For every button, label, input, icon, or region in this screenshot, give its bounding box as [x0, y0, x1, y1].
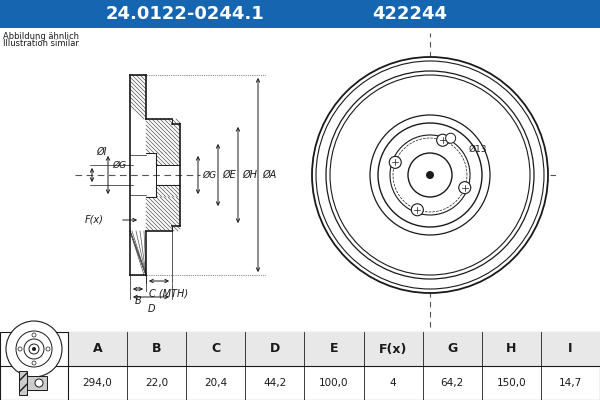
Circle shape: [412, 204, 424, 216]
Circle shape: [18, 347, 22, 351]
Text: 44,2: 44,2: [263, 378, 287, 388]
Circle shape: [32, 333, 36, 337]
Text: 294,0: 294,0: [83, 378, 112, 388]
Circle shape: [378, 123, 482, 227]
Text: ØH: ØH: [242, 170, 257, 180]
Bar: [80, 33, 400, 327]
Circle shape: [446, 133, 455, 143]
Text: B: B: [134, 296, 142, 306]
Text: D: D: [147, 304, 155, 314]
Text: 422244: 422244: [373, 5, 448, 23]
Circle shape: [46, 347, 50, 351]
Circle shape: [408, 153, 452, 197]
Text: ØA: ØA: [262, 170, 276, 180]
Text: H: H: [506, 342, 517, 356]
Text: D: D: [270, 342, 280, 356]
Circle shape: [24, 339, 44, 359]
Circle shape: [459, 182, 471, 194]
Text: ØG: ØG: [112, 161, 126, 170]
Text: Abbildung ähnlich: Abbildung ähnlich: [3, 32, 79, 41]
Text: ØI: ØI: [96, 147, 107, 157]
Circle shape: [316, 61, 544, 289]
Circle shape: [312, 57, 548, 293]
Circle shape: [32, 361, 36, 365]
Text: F(x): F(x): [379, 342, 407, 356]
Text: 4: 4: [390, 378, 397, 388]
Text: A: A: [93, 342, 103, 356]
Bar: [19, 371, 27, 395]
Circle shape: [437, 134, 449, 146]
Circle shape: [390, 135, 470, 215]
Text: 20,4: 20,4: [204, 378, 227, 388]
Circle shape: [6, 321, 62, 377]
Text: 150,0: 150,0: [497, 378, 526, 388]
Circle shape: [370, 115, 490, 235]
Circle shape: [326, 71, 534, 279]
Text: Illustration similar: Illustration similar: [3, 39, 79, 48]
Text: B: B: [152, 342, 161, 356]
Circle shape: [29, 344, 39, 354]
Text: ØE: ØE: [222, 170, 236, 180]
Text: 22,0: 22,0: [145, 378, 168, 388]
Circle shape: [426, 171, 434, 179]
Text: 24.0122-0244.1: 24.0122-0244.1: [106, 5, 265, 23]
Text: G: G: [447, 342, 457, 356]
Circle shape: [35, 379, 43, 387]
Text: C (MTH): C (MTH): [149, 288, 188, 298]
Text: C: C: [211, 342, 220, 356]
Circle shape: [16, 331, 52, 367]
Text: 64,2: 64,2: [440, 378, 464, 388]
Bar: [0, 0, 600, 28]
Bar: [68, 332, 600, 366]
Text: F(x): F(x): [85, 215, 104, 225]
Text: E: E: [330, 342, 338, 356]
Bar: [27, 376, 47, 390]
Bar: [0, 332, 600, 400]
Circle shape: [330, 75, 530, 275]
Text: 100,0: 100,0: [319, 378, 349, 388]
Text: ØG: ØG: [202, 170, 216, 180]
Text: 14,7: 14,7: [559, 378, 582, 388]
Circle shape: [389, 156, 401, 168]
Text: I: I: [568, 342, 572, 356]
Text: Ø13: Ø13: [469, 145, 487, 154]
Circle shape: [32, 347, 36, 351]
